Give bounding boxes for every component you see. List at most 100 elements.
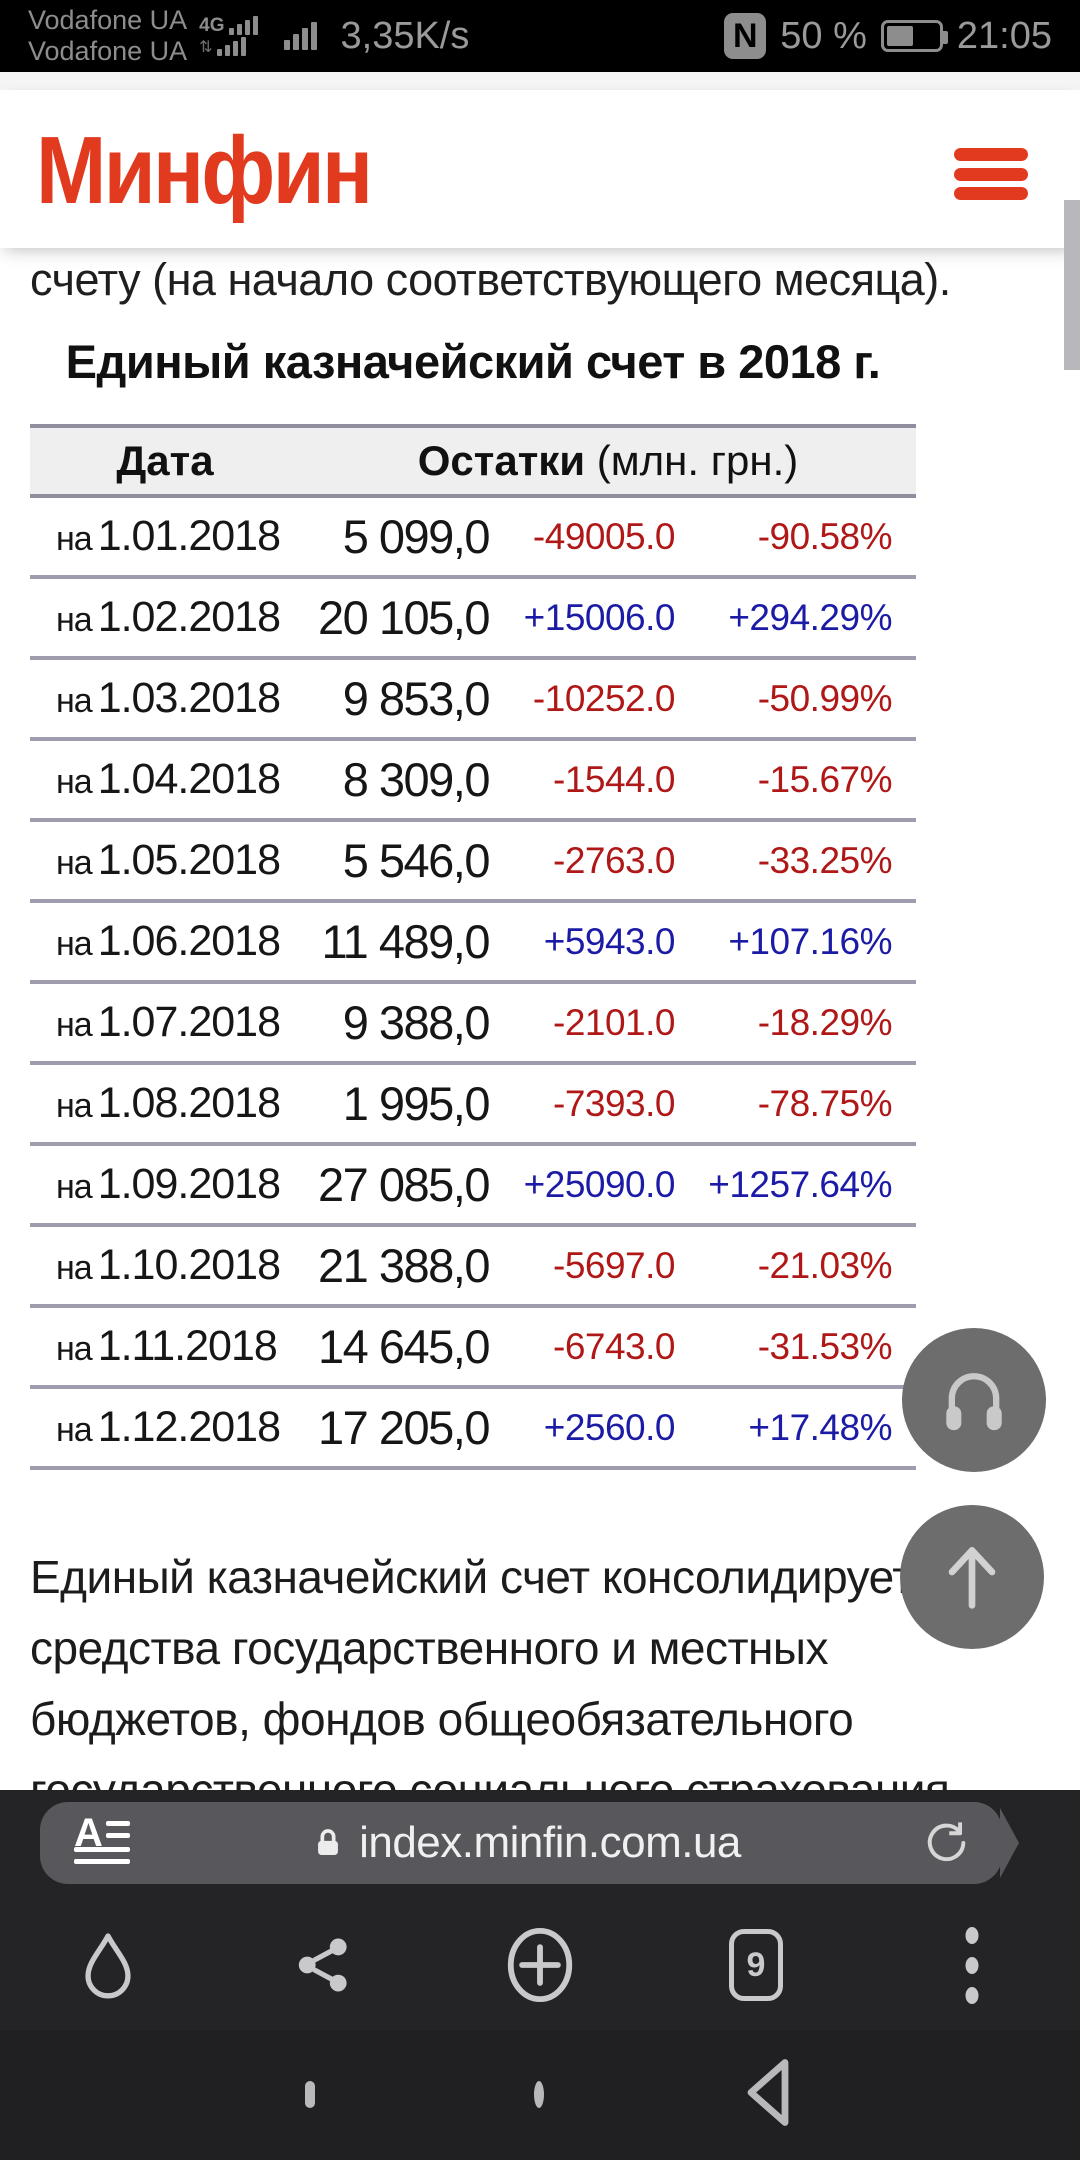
table-row: на 1.06.2018 11 489,0 +5943.0 +107.16%	[30, 901, 916, 982]
teardrop-icon	[85, 1933, 131, 1999]
percent-cell: +1257.64%	[708, 1163, 892, 1205]
date-cell: на 1.11.2018	[56, 1322, 278, 1370]
balance-cell: 1 995,0	[342, 1077, 491, 1130]
delta-cell: -49005.0	[532, 515, 676, 557]
percent-cell: -18.29%	[757, 1001, 893, 1043]
table-row: на 1.01.2018 5 099,0 -49005.0 -90.58%	[30, 496, 916, 577]
home-button[interactable]	[534, 2081, 544, 2108]
plus-circle-icon	[507, 1927, 573, 2003]
minfin-logo[interactable]: Минфин	[36, 117, 373, 224]
square-icon	[305, 2081, 315, 2108]
percent-cell: -50.99%	[757, 677, 893, 719]
battery-percent: 50 %	[780, 14, 867, 57]
carrier-2: Vodafone UA	[28, 36, 188, 66]
status-bar: Vodafone UA Vodafone UA 4G ⇅ 3,35K/s N 5…	[0, 0, 1080, 72]
delta-cell: +25090.0	[523, 1163, 676, 1205]
carrier-labels: Vodafone UA Vodafone UA	[28, 5, 187, 67]
header-date: Дата	[116, 437, 214, 484]
delta-cell: -1544.0	[553, 758, 676, 800]
balance-cell: 9 388,0	[342, 996, 491, 1049]
overflow-menu-button[interactable]	[965, 1926, 979, 2004]
table-title: Единый казначейский счет в 2018 г.	[65, 335, 881, 388]
delta-cell: -7393.0	[553, 1082, 676, 1124]
table-row: на 1.11.2018 14 645,0 -6743.0 -31.53%	[30, 1306, 916, 1387]
balance-cell: 14 645,0	[318, 1320, 490, 1373]
signal-stack: 4G ⇅	[199, 15, 258, 56]
status-left: Vodafone UA Vodafone UA 4G ⇅ 3,35K/s	[28, 5, 469, 67]
url-bar[interactable]: A index.minfin.com.ua	[40, 1802, 1019, 1884]
menu-hamburger-icon[interactable]	[954, 148, 1028, 200]
scrollbar-thumb[interactable]	[1064, 200, 1080, 370]
network-speed: 3,35K/s	[340, 14, 470, 57]
share-icon	[298, 1938, 347, 1992]
lock-icon	[318, 1829, 339, 1856]
delta-cell: -5697.0	[553, 1244, 676, 1286]
tab-counter: 9	[729, 1929, 783, 2001]
percent-cell: -90.58%	[757, 515, 893, 557]
balance-cell: 5 099,0	[342, 510, 491, 563]
recents-button[interactable]	[305, 2081, 315, 2108]
date-cell: на 1.12.2018	[56, 1403, 281, 1451]
date-cell: на 1.01.2018	[56, 512, 281, 560]
carrier-1: Vodafone UA	[28, 5, 188, 35]
percent-cell: -33.25%	[757, 839, 893, 881]
back-button[interactable]	[741, 2057, 793, 2134]
percent-cell: -15.67%	[757, 758, 893, 800]
treasury-table: Дата Остатки (млн. грн.) на 1.01.2018 5 0…	[30, 424, 916, 1470]
table-row: на 1.05.2018 5 546,0 -2763.0 -33.25%	[30, 820, 916, 901]
browser-chrome: A index.minfin.com.ua	[0, 1790, 1080, 2030]
table-row: на 1.03.2018 9 853,0 -10252.0 -50.99%	[30, 658, 916, 739]
date-cell: на 1.08.2018	[56, 1079, 281, 1127]
signal-bars-sim1-icon	[228, 16, 258, 35]
percent-cell: +17.48%	[748, 1406, 892, 1448]
date-cell: на 1.05.2018	[56, 836, 281, 884]
table-row: на 1.09.2018 27 085,0 +25090.0 +1257.64%	[30, 1144, 916, 1225]
percent-cell: -31.53%	[757, 1325, 893, 1367]
balance-cell: 21 388,0	[318, 1239, 490, 1292]
intro-text: счету (на начало соответствующего месяца…	[30, 254, 951, 305]
date-cell: на 1.09.2018	[56, 1160, 281, 1208]
table-row: на 1.02.2018 20 105,0 +15006.0 +294.29%	[30, 577, 916, 658]
balance-cell: 27 085,0	[318, 1158, 490, 1211]
data-arrows-icon: ⇅	[199, 39, 213, 56]
browser-toolbar: 9	[0, 1900, 1080, 2030]
balance-cell: 5 546,0	[342, 834, 491, 887]
percent-cell: -78.75%	[757, 1082, 893, 1124]
statusbar-page-divider	[0, 72, 1080, 90]
tabs-button[interactable]: 9	[729, 1929, 783, 2001]
table-row: на 1.10.2018 21 388,0 -5697.0 -21.03%	[30, 1225, 916, 1306]
url-text: index.minfin.com.ua	[359, 1818, 741, 1867]
site-header: Минфин	[0, 90, 1080, 248]
nfc-icon: N	[724, 13, 767, 59]
new-tab-button[interactable]	[501, 1926, 579, 2004]
table-row: на 1.04.2018 8 309,0 -1544.0 -15.67%	[30, 739, 916, 820]
table-row: на 1.08.2018 1 995,0 -7393.0 -78.75%	[30, 1063, 916, 1144]
headphones-icon	[946, 1373, 1002, 1431]
listen-fab[interactable]	[902, 1328, 1046, 1472]
delta-cell: +2560.0	[543, 1406, 676, 1448]
date-cell: на 1.10.2018	[56, 1241, 281, 1289]
share-button[interactable]	[293, 1934, 355, 1996]
delta-cell: -6743.0	[553, 1325, 676, 1367]
balance-cell: 9 853,0	[342, 672, 491, 725]
yandex-home-button[interactable]	[79, 1931, 137, 1999]
treasury-table-body: на 1.01.2018 5 099,0 -49005.0 -90.58% на 1…	[30, 496, 916, 1468]
balance-cell: 17 205,0	[318, 1401, 490, 1454]
network-4g-badge: 4G	[199, 15, 225, 36]
table-header-row: Дата Остатки (млн. грн.)	[30, 426, 916, 496]
refresh-icon[interactable]	[920, 1817, 972, 1869]
three-dots-icon	[965, 1926, 979, 2004]
date-cell: на 1.06.2018	[56, 917, 281, 965]
date-cell: на 1.03.2018	[56, 674, 281, 722]
date-cell: на 1.07.2018	[56, 998, 281, 1046]
header-balance: Остатки (млн. грн.)	[417, 437, 799, 484]
scroll-to-top-fab[interactable]	[900, 1505, 1044, 1649]
delta-cell: -10252.0	[532, 677, 676, 719]
delta-cell: +5943.0	[543, 920, 676, 962]
battery-icon	[880, 20, 948, 52]
clock: 21:05	[956, 14, 1052, 57]
reader-mode-icon[interactable]: A	[74, 1811, 132, 1869]
signal-bars-icon	[283, 22, 317, 50]
table-row: на 1.07.2018 9 388,0 -2101.0 -18.29%	[30, 982, 916, 1063]
percent-cell: +294.29%	[728, 596, 892, 638]
